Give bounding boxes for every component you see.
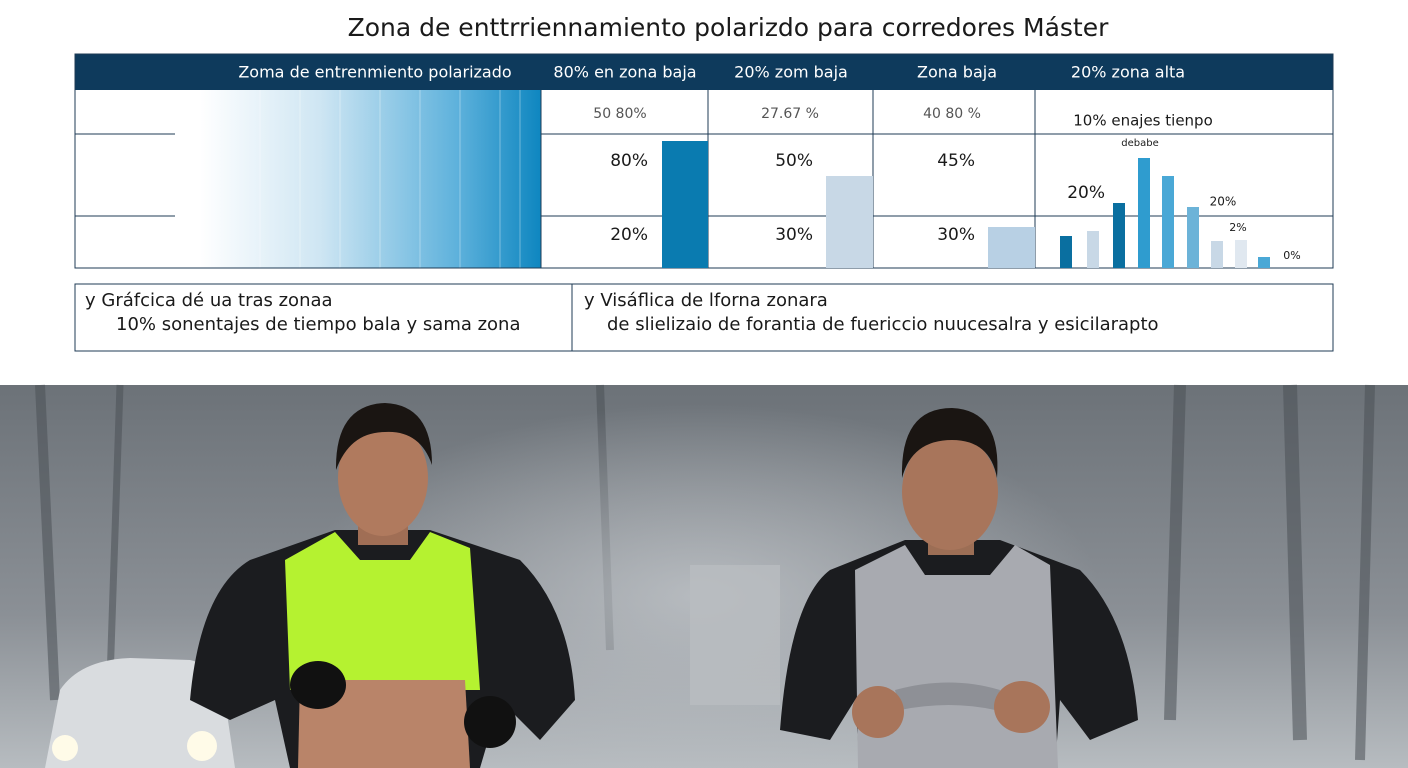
notes-box	[74, 283, 1334, 352]
cell-text: 27.67 %	[761, 106, 819, 122]
column-header: 80% en zona baja	[553, 63, 696, 82]
bar-label: 0%	[1283, 249, 1300, 262]
mini-bars	[1060, 158, 1270, 268]
cell-text: 30%	[937, 225, 975, 245]
cell-text: 20%	[610, 225, 648, 245]
note-line: y Visáflica de lforna zonara	[584, 290, 828, 311]
bar-shape	[826, 176, 873, 268]
column-header: 20% zom baja	[734, 63, 848, 82]
shape	[1087, 231, 1099, 268]
cell-text: 10% enajes tienpo	[1073, 112, 1213, 130]
shape	[994, 681, 1050, 733]
cell-text: 30%	[775, 225, 813, 245]
shape	[106, 384, 124, 681]
shape	[187, 731, 217, 761]
shape	[1138, 158, 1150, 268]
note-line: y Gráfcica dé ua tras zonaa	[85, 290, 333, 311]
shape	[901, 408, 998, 478]
shape	[335, 403, 432, 470]
shape	[285, 532, 480, 690]
shape	[1187, 207, 1199, 268]
cell-text: 50 80%	[593, 106, 646, 122]
shape	[690, 565, 780, 705]
shape	[52, 735, 78, 761]
shape	[1113, 203, 1125, 268]
zone-gradient	[200, 90, 541, 268]
cell-text: 40 80 %	[923, 106, 981, 122]
shape	[35, 384, 60, 701]
note-line: 10% sonentajes de tiempo bala y sama zon…	[116, 314, 521, 335]
shape	[852, 686, 904, 738]
shape	[1162, 176, 1174, 268]
shape	[1355, 384, 1375, 761]
bar-shape	[988, 227, 1035, 268]
bar-shape	[662, 141, 708, 268]
cell-text: 50%	[775, 151, 813, 171]
shape	[902, 434, 998, 550]
gradient-stripes	[259, 90, 521, 268]
shape	[464, 696, 516, 748]
shape	[1283, 384, 1307, 741]
column-header: Zona baja	[917, 63, 997, 82]
shape	[1235, 240, 1247, 268]
shape	[1211, 241, 1223, 268]
shape	[290, 661, 346, 709]
shape	[1164, 384, 1186, 721]
shape	[1258, 257, 1270, 268]
bar-label: 2%	[1229, 221, 1246, 234]
bar-label: 20%	[1210, 195, 1237, 209]
photo	[0, 384, 1408, 768]
shape	[338, 420, 428, 536]
note-line: de slielizaio de forantia de fuericcio n…	[607, 314, 1159, 335]
cell-note: debabe	[1121, 138, 1158, 149]
shape	[1060, 236, 1072, 268]
cell-text: 20%	[1067, 183, 1105, 203]
shape	[895, 682, 1000, 710]
cell-text: 80%	[610, 151, 648, 171]
title: Zona de enttrriennamiento polarizdo para…	[348, 13, 1110, 42]
column-header: Zoma de entrenmiento polarizado	[238, 63, 511, 82]
cell-text: 45%	[937, 151, 975, 171]
shape	[298, 680, 470, 768]
shape	[45, 658, 235, 768]
column-header: 20% zona alta	[1071, 63, 1185, 82]
table-header	[75, 54, 1333, 90]
